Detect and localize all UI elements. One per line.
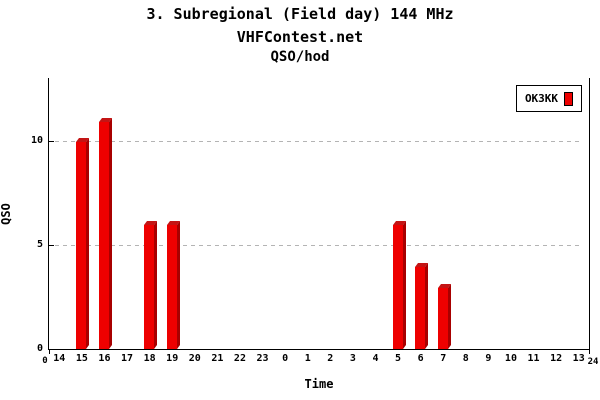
x-tick-label: 0 (282, 353, 289, 364)
bar-top (415, 263, 428, 267)
bar-top (167, 221, 180, 225)
x-tick-label: 3 (349, 353, 356, 364)
bar-face (99, 122, 109, 349)
bar-hour-16 (99, 118, 112, 349)
x-tick-label: 5 (395, 353, 402, 364)
bar-hour-18 (144, 221, 157, 349)
x-tick-label: 2 (327, 353, 334, 364)
x-tick-label: 10 (504, 353, 517, 364)
x-tick-label: 4 (372, 353, 379, 364)
bar-face (393, 225, 403, 349)
x-tick-label: 23 (256, 353, 269, 364)
bar-top (144, 221, 157, 225)
bar-top (393, 221, 406, 225)
x-tick-label: 21 (211, 353, 224, 364)
legend-box: OK3KK (516, 85, 582, 112)
bar-top (438, 284, 451, 288)
y-axis-tick (48, 245, 54, 247)
y-tick-label: 0 (36, 343, 43, 354)
bar-side (154, 221, 157, 349)
y-axis-label: QSO (0, 203, 13, 225)
x-tick-label: 7 (440, 353, 447, 364)
x-tick-label: 12 (550, 353, 563, 364)
chart-series-label: QSO/hod (270, 49, 330, 65)
x-tick-label: 19 (166, 353, 179, 364)
x-tick-label: 9 (485, 353, 492, 364)
x-tick-label: 13 (572, 353, 585, 364)
chart-title: 3. Subregional (Field day) 144 MHz (146, 5, 454, 23)
bar-face (144, 225, 154, 349)
y-axis-tick (48, 349, 54, 350)
bar-face (438, 288, 448, 349)
bar-side (86, 138, 89, 349)
x-tick-label: 18 (143, 353, 156, 364)
bar-hour-7 (438, 284, 451, 349)
bar-face (76, 142, 86, 349)
plot-area (48, 78, 590, 354)
x-tick-label: 16 (98, 353, 111, 364)
bar-side (177, 221, 180, 349)
x-axis-origin-tick (49, 350, 50, 354)
gridline-y5 (55, 245, 583, 247)
legend-label: OK3KK (524, 92, 559, 105)
x-tick-label: 15 (75, 353, 88, 364)
bar-hour-15 (76, 138, 89, 349)
bar-side (425, 263, 428, 349)
bar-hour-19 (167, 221, 180, 349)
chart-subtitle: VHFContest.net (236, 28, 364, 46)
legend-swatch (564, 91, 574, 106)
x-tick-label: 6 (417, 353, 424, 364)
x-tick-label: 22 (233, 353, 246, 364)
x-tick-label: 14 (53, 353, 66, 364)
gridline-y10 (55, 141, 583, 143)
x-tick-label: 11 (527, 353, 540, 364)
bar-side (403, 221, 406, 349)
bar-hour-6 (415, 263, 428, 349)
bar-top (76, 138, 89, 142)
y-tick-label: 10 (30, 135, 43, 147)
bar-side (448, 284, 451, 349)
y-axis-tick (48, 141, 54, 143)
x-boundary-label-end: 24 (587, 357, 599, 367)
bar-hour-5 (393, 221, 406, 349)
x-tick-label: 20 (188, 353, 201, 364)
bar-side (109, 118, 112, 349)
x-boundary-label-start: 0 (42, 356, 48, 366)
x-tick-label: 17 (121, 353, 134, 364)
x-tick-label: 1 (304, 353, 311, 364)
x-axis-label: Time (304, 377, 334, 391)
x-axis-end-tick (589, 350, 590, 354)
bar-top (99, 118, 112, 122)
x-tick-label: 8 (462, 353, 469, 364)
y-tick-label: 5 (36, 239, 43, 251)
bar-face (167, 225, 177, 349)
bar-face (415, 267, 425, 349)
